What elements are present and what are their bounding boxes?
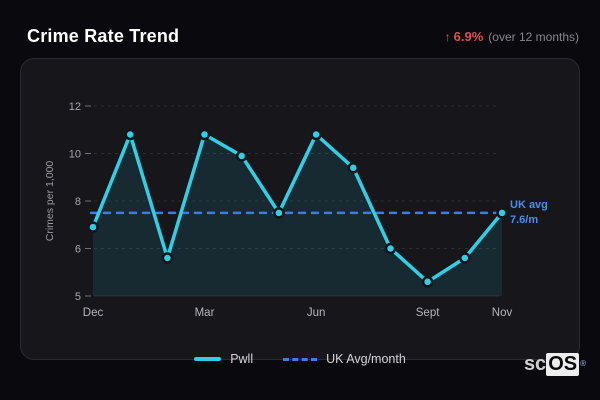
x-tick-label: Mar <box>195 307 215 319</box>
data-point[interactable] <box>124 128 136 141</box>
crime-trend-chart: 5 6 8 10 12 Crimes per 1,000 Dec Mar Jun Sept Nov U… <box>44 101 548 319</box>
data-point[interactable] <box>273 207 285 219</box>
data-point[interactable] <box>421 276 434 288</box>
uk-avg-value: 7.6/m <box>510 214 538 226</box>
up-arrow-icon: ↑ <box>444 30 451 44</box>
registered-mark-icon: ® <box>580 359 586 368</box>
y-tick-label: 5 <box>75 291 81 303</box>
data-point[interactable] <box>310 128 322 141</box>
data-point[interactable] <box>496 207 508 219</box>
y-tick-label: 10 <box>69 149 81 161</box>
uk-avg-label: UK avg <box>510 199 548 211</box>
trend-line <box>91 132 504 284</box>
page-title: Crime Rate Trend <box>27 26 180 46</box>
data-point[interactable] <box>347 162 360 174</box>
dashed-line-swatch <box>283 357 318 361</box>
trend-change-badge: ↑ 6.9% (over 12 months) <box>445 29 579 44</box>
change-period: (over 12 months) <box>488 30 579 44</box>
data-point[interactable] <box>161 252 174 264</box>
x-tick-label: Sept <box>416 307 440 319</box>
legend-item-pwll[interactable]: Pwll <box>194 352 253 366</box>
series-area <box>93 134 502 296</box>
legend-label-pwll: Pwll <box>230 352 254 366</box>
y-axis-title: Crimes per 1,000 <box>44 161 56 242</box>
data-point[interactable] <box>235 150 248 162</box>
y-tick-label: 12 <box>69 101 81 113</box>
data-point[interactable] <box>384 242 397 255</box>
legend-item-uk-avg[interactable]: UK Avg/month <box>283 352 406 366</box>
data-point[interactable] <box>459 252 471 264</box>
data-point[interactable] <box>198 128 211 141</box>
change-percent: 6.9% <box>453 29 484 44</box>
data-point[interactable] <box>87 221 99 233</box>
legend-label-uk-avg: UK Avg/month <box>326 352 406 366</box>
chart-card: 5 6 8 10 12 Crimes per 1,000 Dec Mar Jun Sept Nov U… <box>20 58 580 360</box>
y-tick-label: 8 <box>75 196 81 208</box>
scos-logo: sc OS ® <box>524 352 586 376</box>
x-tick-label: Nov <box>492 307 513 319</box>
chart-legend: Pwll UK Avg/month <box>0 352 600 366</box>
x-tick-label: Dec <box>83 307 104 319</box>
y-tick-label: 6 <box>75 244 81 256</box>
x-tick-label: Jun <box>307 307 326 319</box>
logo-suffix: OS <box>546 353 580 376</box>
solid-line-swatch <box>194 357 222 361</box>
logo-prefix: sc <box>523 353 547 375</box>
